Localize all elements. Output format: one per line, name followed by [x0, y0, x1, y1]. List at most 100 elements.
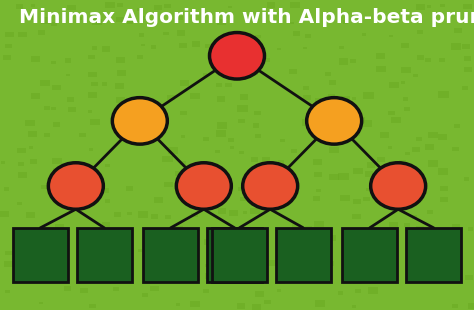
Bar [451, 43, 461, 50]
Bar [52, 197, 57, 201]
Bar [389, 35, 392, 38]
Bar [426, 58, 431, 62]
Bar [464, 67, 472, 72]
Bar [415, 196, 423, 201]
Bar [404, 223, 410, 227]
FancyBboxPatch shape [407, 228, 461, 282]
Bar [429, 261, 438, 266]
Bar [292, 224, 301, 229]
Bar [202, 161, 211, 167]
Bar [391, 117, 401, 123]
Bar [376, 66, 386, 72]
Bar [205, 264, 210, 267]
Bar [228, 210, 237, 216]
Bar [425, 144, 434, 150]
Bar [92, 19, 102, 25]
Bar [302, 250, 310, 254]
Bar [389, 161, 393, 164]
Bar [105, 199, 110, 203]
Bar [390, 16, 396, 20]
Bar [41, 17, 51, 24]
Bar [102, 82, 107, 86]
FancyBboxPatch shape [342, 228, 397, 282]
Bar [18, 32, 27, 38]
Bar [452, 224, 460, 229]
Bar [164, 182, 173, 188]
Bar [30, 159, 37, 164]
Bar [116, 17, 124, 22]
Bar [364, 197, 370, 202]
Bar [366, 188, 371, 191]
Bar [303, 46, 307, 49]
Bar [329, 147, 338, 153]
Bar [314, 221, 324, 227]
Bar [167, 264, 173, 268]
Bar [368, 287, 378, 294]
Bar [399, 160, 406, 164]
Bar [238, 187, 244, 191]
Bar [91, 46, 97, 50]
Bar [254, 177, 258, 179]
Bar [326, 261, 334, 266]
Bar [428, 131, 438, 138]
Bar [353, 131, 360, 136]
Bar [37, 264, 43, 267]
Bar [127, 20, 133, 24]
Bar [452, 304, 458, 308]
Bar [465, 275, 473, 280]
Bar [52, 85, 61, 90]
Bar [352, 97, 356, 100]
Bar [18, 162, 24, 166]
Bar [105, 164, 110, 167]
Bar [226, 189, 229, 192]
Bar [217, 20, 226, 25]
Bar [400, 201, 404, 204]
Bar [238, 119, 245, 123]
Bar [16, 4, 23, 9]
Bar [18, 202, 22, 205]
Bar [188, 262, 193, 265]
Bar [64, 286, 71, 291]
Bar [238, 151, 244, 154]
Bar [178, 254, 183, 258]
Bar [251, 43, 260, 49]
Bar [203, 289, 210, 293]
Bar [339, 46, 344, 49]
Bar [139, 33, 145, 37]
Bar [355, 290, 361, 293]
Ellipse shape [176, 163, 231, 209]
FancyBboxPatch shape [143, 228, 198, 282]
Bar [429, 276, 434, 279]
Bar [181, 111, 187, 115]
Bar [438, 168, 448, 175]
Bar [168, 251, 177, 257]
Bar [290, 22, 294, 24]
Bar [237, 105, 248, 112]
Bar [376, 178, 380, 181]
Bar [151, 265, 158, 269]
Bar [302, 86, 309, 90]
Bar [412, 215, 417, 219]
Bar [4, 187, 9, 191]
Bar [214, 66, 222, 71]
Bar [80, 185, 84, 188]
Bar [278, 160, 284, 165]
Bar [291, 149, 298, 153]
Bar [38, 237, 43, 241]
Bar [338, 123, 346, 129]
Bar [117, 97, 125, 103]
Bar [216, 130, 226, 137]
Bar [251, 157, 258, 162]
Bar [126, 186, 133, 191]
Bar [255, 291, 264, 297]
Bar [53, 168, 63, 175]
Bar [89, 304, 96, 308]
Bar [128, 212, 132, 215]
Bar [267, 2, 274, 8]
Bar [91, 198, 95, 201]
Bar [338, 291, 343, 295]
Bar [255, 35, 261, 38]
Bar [252, 304, 261, 310]
Bar [452, 147, 459, 151]
Text: Minimax Algorithm with Alpha-beta pruning: Minimax Algorithm with Alpha-beta prunin… [19, 8, 474, 27]
